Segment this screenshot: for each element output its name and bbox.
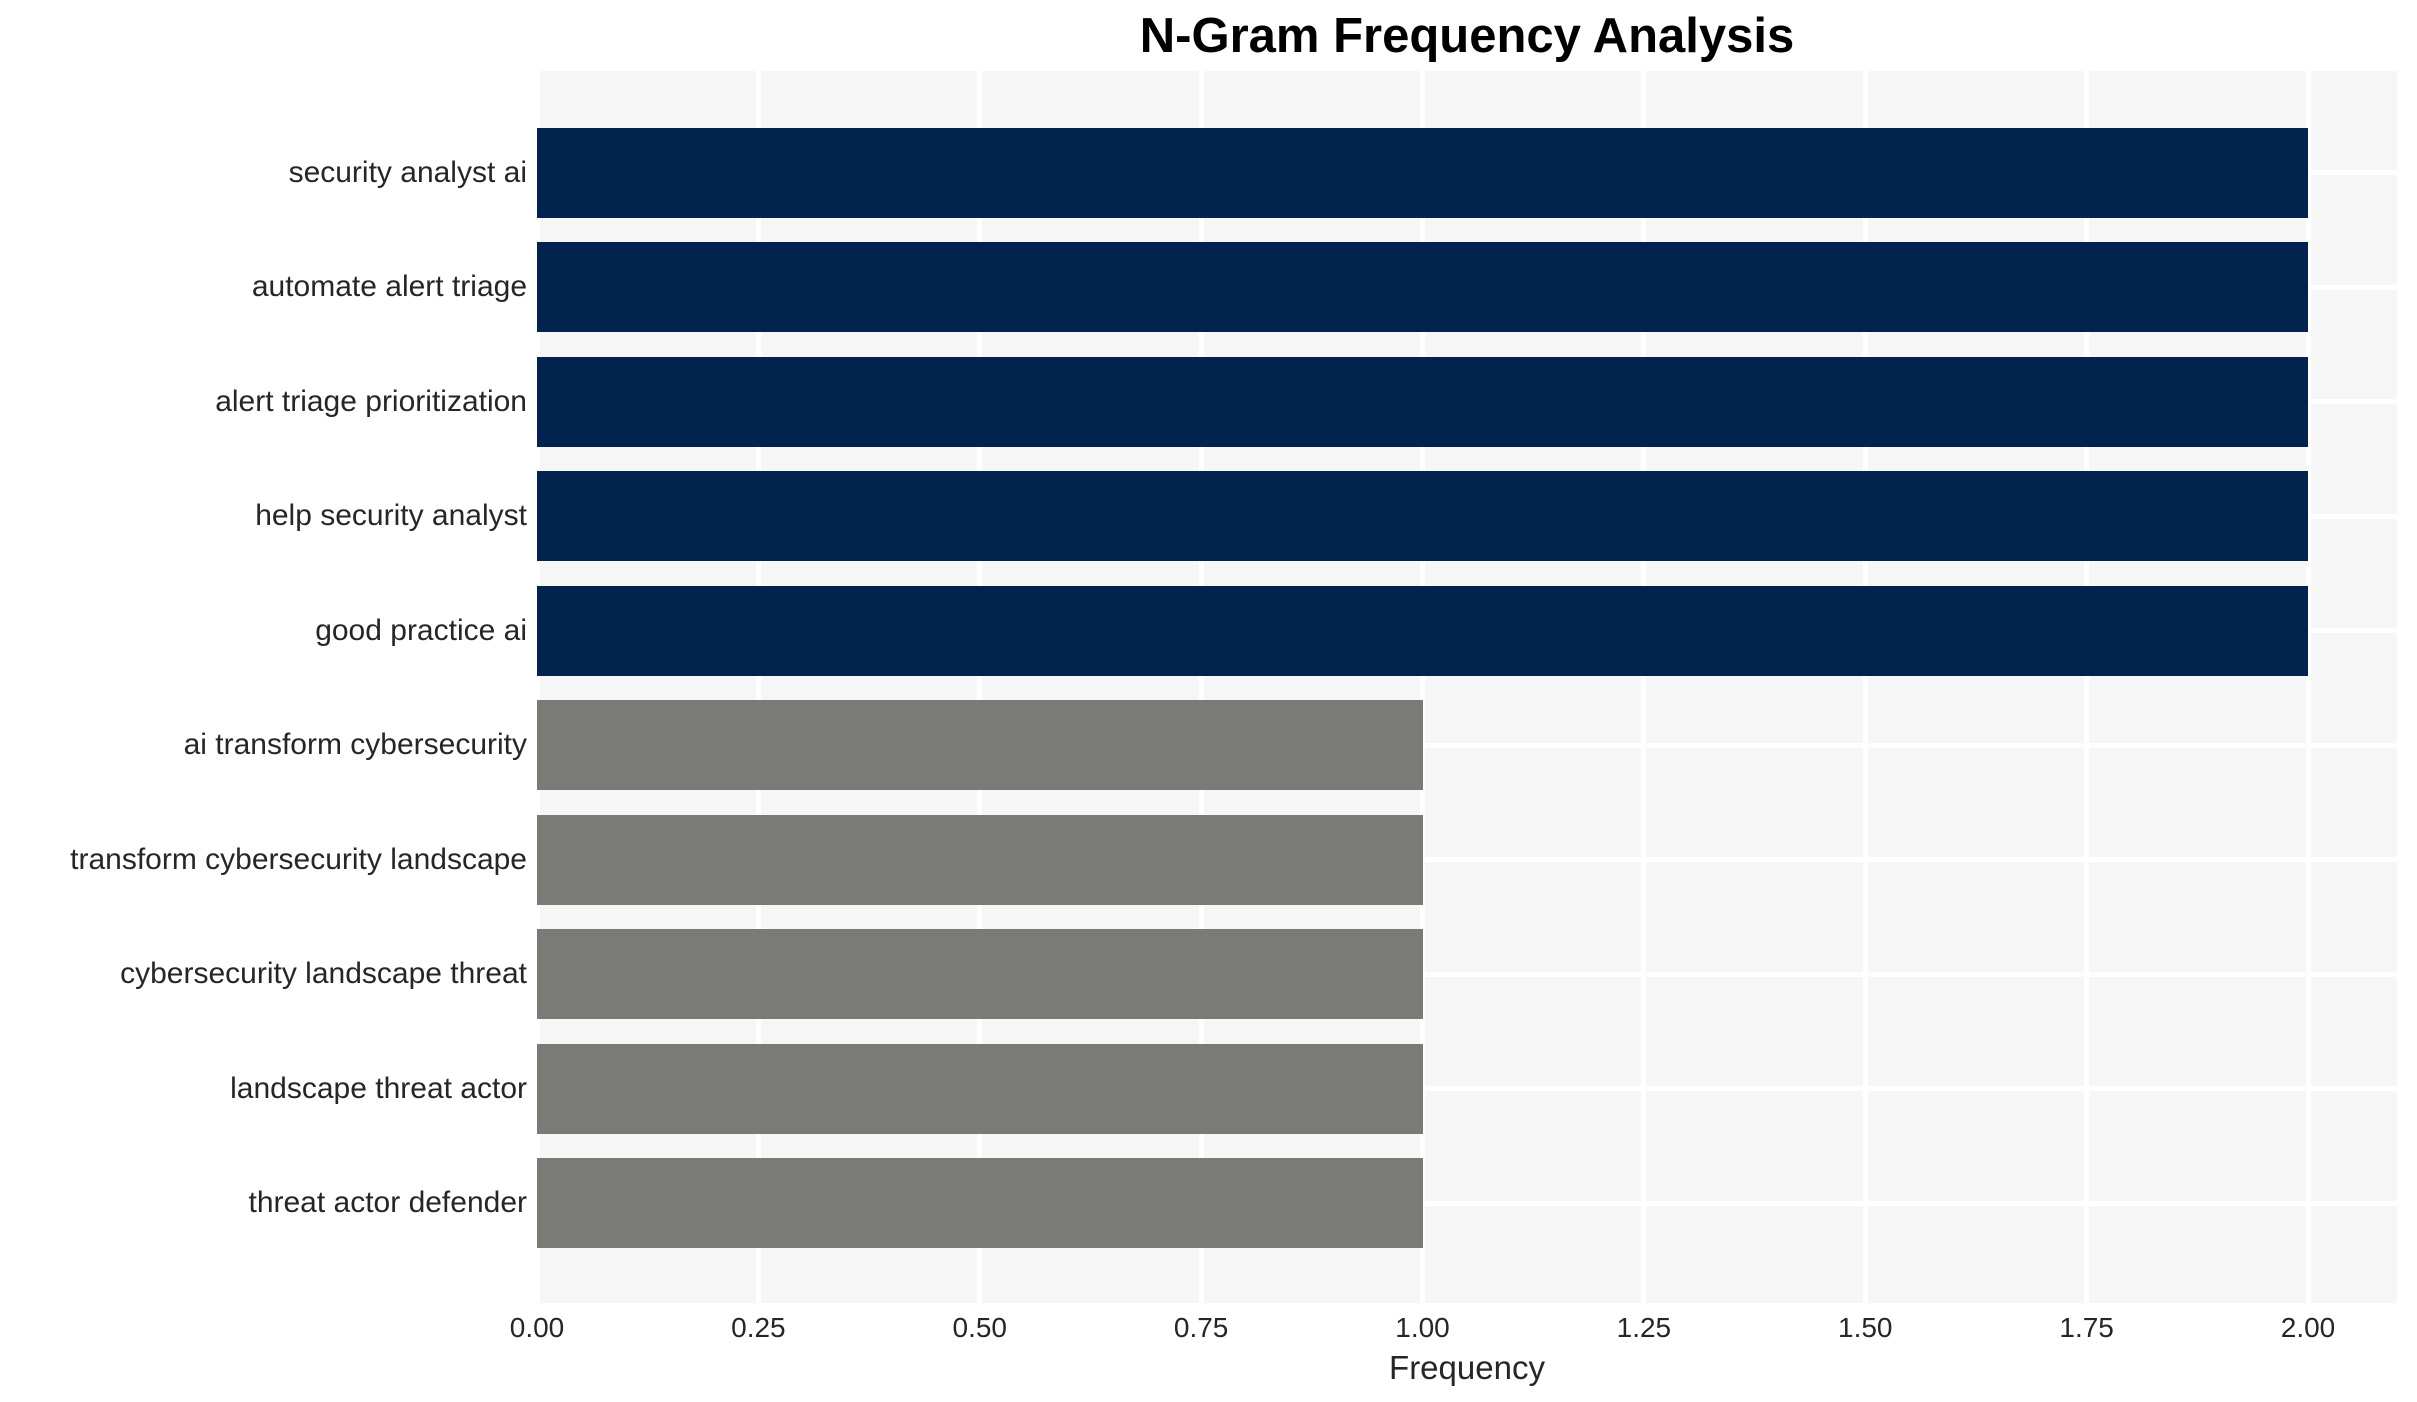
gridline-vertical bbox=[1420, 71, 1425, 1303]
gridline-vertical bbox=[534, 71, 540, 1303]
gridline-horizontal bbox=[537, 857, 2397, 862]
gridline-horizontal bbox=[537, 1200, 2397, 1206]
y-tick-label: ai transform cybersecurity bbox=[183, 728, 527, 761]
x-axis-title: Frequency bbox=[1389, 1349, 1545, 1386]
y-tick-label: threat actor defender bbox=[248, 1186, 527, 1219]
gridline-vertical bbox=[2305, 71, 2311, 1303]
bar-security-analyst-ai bbox=[537, 127, 2308, 218]
x-tick-label: 2.00 bbox=[2280, 1312, 2336, 1343]
chart-title: N-Gram Frequency Analysis bbox=[1139, 9, 1795, 63]
bar-good-practice-ai bbox=[537, 585, 2308, 676]
y-tick-label: automate alert triage bbox=[251, 270, 527, 303]
gridline-horizontal bbox=[537, 971, 2397, 977]
gridline-vertical bbox=[755, 71, 761, 1303]
y-tick-label: transform cybersecurity landscape bbox=[70, 842, 527, 876]
y-tick-label: good practice ai bbox=[315, 613, 527, 647]
x-tick-label: 0.25 bbox=[731, 1312, 786, 1343]
x-tick-label: 1.00 bbox=[1395, 1312, 1450, 1343]
plot-area bbox=[534, 71, 2397, 1303]
x-tick-label: 0.00 bbox=[509, 1312, 565, 1343]
y-tick-label: cybersecurity landscape threat bbox=[120, 957, 527, 990]
bar-transform-cybersecurity-landscape bbox=[537, 814, 1423, 905]
gridline-vertical bbox=[1641, 71, 1647, 1303]
gridline-vertical bbox=[1198, 71, 1204, 1303]
y-tick-label: help security analyst bbox=[255, 499, 527, 532]
bar-automate-alert-triage bbox=[537, 242, 2308, 332]
y-tick-label: landscape threat actor bbox=[230, 1071, 527, 1105]
x-tick-label: 0.50 bbox=[952, 1312, 1008, 1343]
gridline-vertical bbox=[2084, 71, 2090, 1303]
gridline-horizontal bbox=[537, 742, 2397, 748]
x-tick-label: 1.25 bbox=[1616, 1312, 1672, 1343]
x-tick-label: 1.75 bbox=[2059, 1312, 2114, 1343]
bar-help-security-analyst bbox=[537, 471, 2308, 561]
gridline-horizontal bbox=[537, 1086, 2397, 1091]
y-tick-label: security analyst ai bbox=[288, 155, 527, 189]
y-tick-label: alert triage prioritization bbox=[215, 384, 527, 418]
bar-alert-triage-prioritization bbox=[537, 356, 2308, 447]
gridline-vertical bbox=[977, 71, 983, 1303]
bar-landscape-threat-actor bbox=[537, 1043, 1423, 1134]
gridline-vertical bbox=[1862, 71, 1868, 1303]
bar-cybersecurity-landscape-threat bbox=[537, 929, 1423, 1019]
x-tick-label: 0.75 bbox=[1173, 1312, 1229, 1343]
x-tick-label: 1.50 bbox=[1838, 1312, 1893, 1343]
bar-ai-transform-cybersecurity bbox=[537, 700, 1423, 790]
bar-threat-actor-defender bbox=[537, 1158, 1423, 1248]
